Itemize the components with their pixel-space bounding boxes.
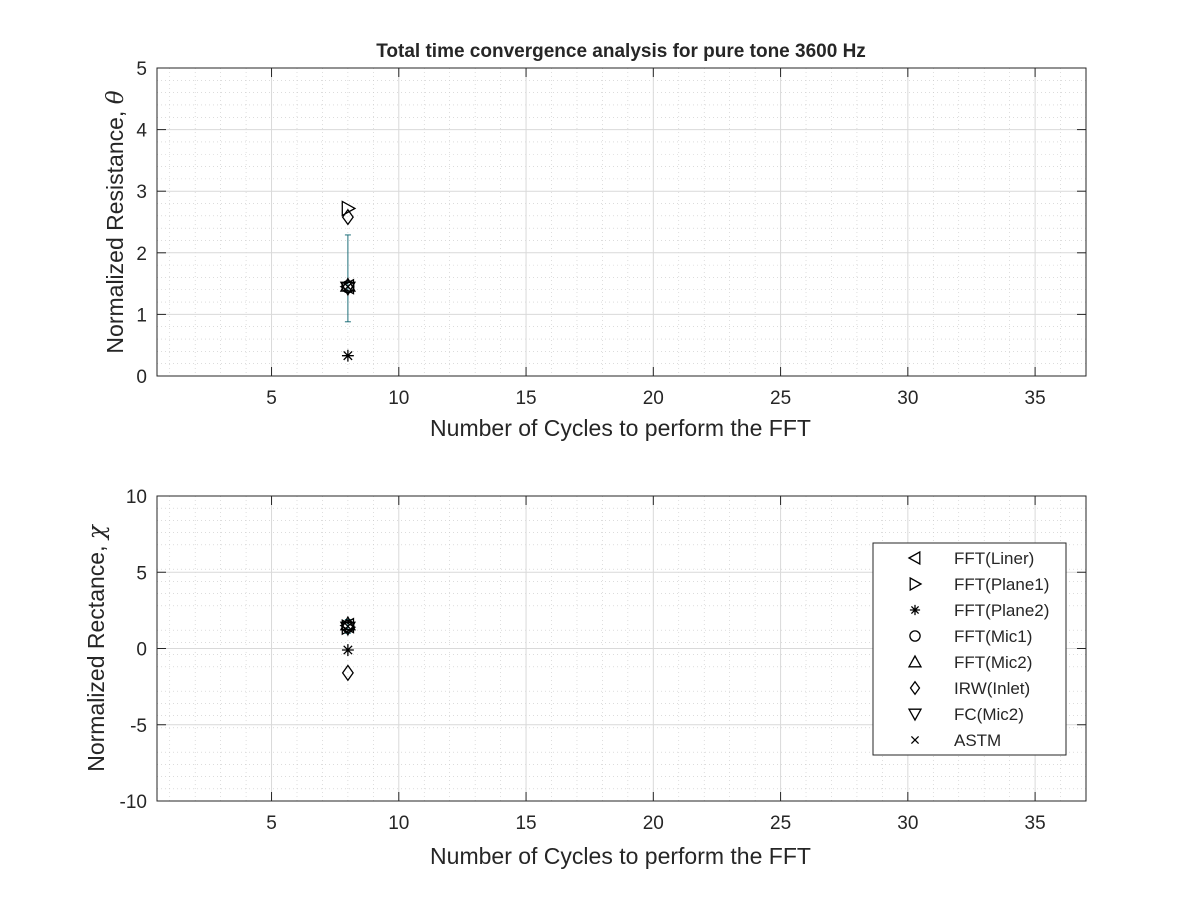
legend: FFT(Liner) FFT(Plane1) FFT(Plane2) FFT(Mic1… bbox=[872, 542, 1067, 756]
legend-marker-irw-inlet bbox=[909, 680, 921, 696]
axes-box bbox=[156, 67, 1087, 377]
legend-label: FFT(Plane1) bbox=[954, 575, 1049, 594]
y-tick-label: 1 bbox=[136, 305, 147, 326]
legend-marker-fft-mic2 bbox=[907, 654, 923, 668]
y-tick-label: -10 bbox=[120, 792, 147, 813]
legend-item-fft-plane1: FFT(Plane1) bbox=[909, 575, 1049, 594]
legend-label: IRW(Inlet) bbox=[954, 679, 1030, 698]
marker-fc-mic2 bbox=[339, 621, 356, 637]
plot-area bbox=[157, 68, 1086, 376]
legend-item-fft-liner: FFT(Liner) bbox=[907, 549, 1034, 568]
legend-marker-fft-mic1 bbox=[909, 630, 921, 642]
legend-marker-fft-plane1 bbox=[909, 576, 923, 592]
data-markers bbox=[339, 200, 357, 362]
x-tick-label: 5 bbox=[266, 813, 277, 834]
x-axis-label: Number of Cycles to perform the FFT bbox=[430, 415, 811, 441]
legend-marker-astm bbox=[910, 735, 920, 745]
marker-astm bbox=[343, 282, 353, 292]
legend-label: ASTM bbox=[954, 731, 1001, 750]
x-tick-label: 35 bbox=[1025, 813, 1046, 834]
x-tick-label: 10 bbox=[388, 813, 409, 834]
legend-label: FFT(Plane2) bbox=[954, 601, 1049, 620]
y-tick-label: 10 bbox=[126, 487, 147, 508]
x-tick-label: 25 bbox=[770, 388, 791, 409]
legend-marker-fft-liner bbox=[907, 550, 921, 566]
marker-fft-plane1 bbox=[341, 200, 357, 217]
y-axis-label-text: Normalized Rectance, bbox=[83, 539, 109, 772]
resistance-panel: 5 10 15 20 25 30 35 0 1 2 3 4 5 Number of Cycles to p… bbox=[102, 59, 1087, 441]
y-axis-label: Normalized Rectance, χ bbox=[83, 523, 110, 772]
legend-item-astm: ASTM bbox=[910, 731, 1001, 750]
legend-item-fft-mic1: FFT(Mic1) bbox=[909, 627, 1032, 646]
y-tick-label: 5 bbox=[136, 59, 147, 80]
data-markers bbox=[339, 615, 357, 682]
legend-label: FFT(Mic1) bbox=[954, 627, 1032, 646]
x-tick-label: 10 bbox=[388, 388, 409, 409]
legend-item-irw-inlet: IRW(Inlet) bbox=[909, 679, 1030, 698]
marker-fft-mic2 bbox=[339, 277, 356, 292]
marker-fft-plane2 bbox=[341, 644, 354, 656]
marker-fft-mic1 bbox=[341, 619, 355, 633]
x-axis-label: Number of Cycles to perform the FFT bbox=[430, 843, 811, 869]
x-tick-label: 15 bbox=[515, 388, 536, 409]
marker-fc-mic2 bbox=[339, 281, 356, 297]
y-tick-label: 4 bbox=[136, 121, 147, 142]
y-axis-label-symbol: θ bbox=[103, 90, 129, 104]
legend-item-fc-mic2: FC(Mic2) bbox=[907, 705, 1024, 724]
y-axis-label: Normalized Resistance, θ bbox=[102, 90, 129, 353]
x-tick-label: 30 bbox=[897, 813, 918, 834]
y-axis-label-text: Normalized Resistance, bbox=[102, 104, 128, 353]
x-tick-label: 30 bbox=[897, 388, 918, 409]
x-tick-label: 25 bbox=[770, 813, 791, 834]
legend-label: FFT(Liner) bbox=[954, 549, 1034, 568]
x-tick-label: 15 bbox=[515, 813, 536, 834]
reactance-panel: 5 10 15 20 25 30 35 -10 -5 0 5 10 Number of Cycles t… bbox=[83, 487, 1087, 869]
legend-item-fft-mic2: FFT(Mic2) bbox=[907, 653, 1032, 672]
x-tick-label: 20 bbox=[643, 813, 664, 834]
y-tick-label: 0 bbox=[136, 367, 147, 388]
legend-marker-fc-mic2 bbox=[907, 708, 923, 722]
legend-marker-fft-plane2 bbox=[909, 604, 921, 616]
figure-title: Total time convergence analysis for pure… bbox=[376, 41, 866, 62]
legend-label: FFT(Mic2) bbox=[954, 653, 1032, 672]
y-tick-label: 2 bbox=[136, 244, 147, 265]
marker-irw-inlet bbox=[341, 664, 354, 682]
y-tick-label: -5 bbox=[130, 716, 147, 737]
x-tick-label: 35 bbox=[1025, 388, 1046, 409]
legend-box bbox=[872, 542, 1067, 756]
minor-grid bbox=[157, 68, 1087, 376]
marker-irw-inlet bbox=[341, 208, 354, 226]
y-tick-label: 0 bbox=[136, 640, 147, 661]
marker-astm bbox=[343, 621, 353, 632]
legend-item-fft-plane2: FFT(Plane2) bbox=[909, 601, 1049, 620]
marker-fft-plane2 bbox=[341, 349, 354, 362]
y-tick-label: 5 bbox=[136, 563, 147, 584]
x-tick-label: 5 bbox=[266, 388, 277, 409]
marker-fft-mic1 bbox=[341, 280, 355, 294]
y-tick-label: 3 bbox=[136, 182, 147, 203]
legend-label: FC(Mic2) bbox=[954, 705, 1024, 724]
x-tick-label: 20 bbox=[643, 388, 664, 409]
y-axis-label-symbol: χ bbox=[84, 523, 110, 541]
